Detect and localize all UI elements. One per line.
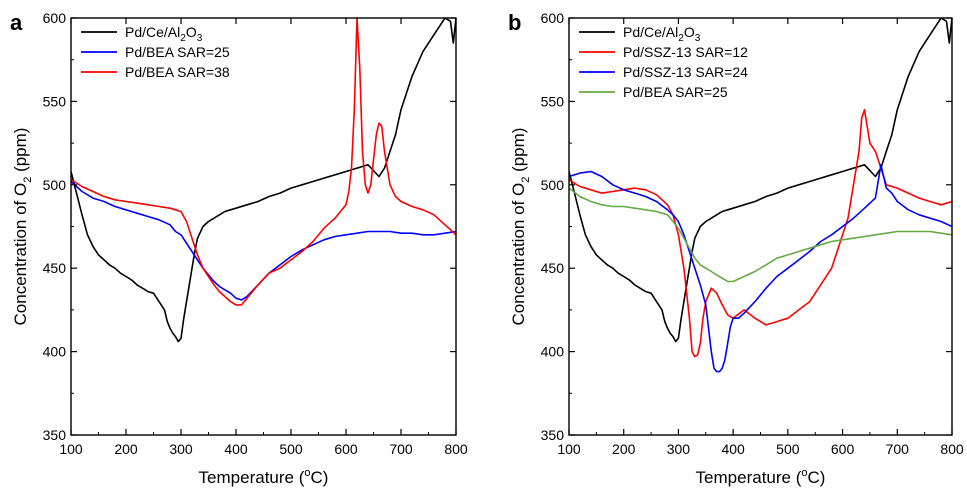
y-axis-label: Concentration of O2 (ppm)	[509, 128, 532, 326]
y-tick-label: 450	[541, 260, 565, 276]
series-line-3	[569, 164, 952, 373]
series-line-2	[569, 108, 952, 358]
x-tick-label: 700	[389, 441, 413, 457]
x-axis-label: Temperature (oC)	[696, 467, 826, 487]
x-tick-label: 600	[831, 441, 855, 457]
y-tick-label: 350	[43, 427, 67, 443]
panel-letter: a	[10, 10, 23, 35]
chart-panel-a: a 100 200 300 400 500 600 700 800 350 400 450 500 550…	[10, 10, 468, 487]
legend-label: Pd/BEA SAR=25	[623, 84, 728, 100]
legend-label: Pd/SSZ-13 SAR=24	[623, 64, 748, 80]
plot-frame	[70, 17, 457, 436]
y-tick-label: 350	[541, 427, 565, 443]
y-tick-label: 550	[43, 93, 67, 109]
x-tick-label: 100	[59, 441, 83, 457]
legend-label: Pd/BEA SAR=38	[125, 64, 230, 80]
x-tick-label: 500	[776, 441, 800, 457]
x-tick-label: 800	[444, 441, 468, 457]
legend-label: Pd/Ce/Al2O3	[623, 24, 701, 44]
x-tick-label: 200	[114, 441, 138, 457]
y-tick-label: 600	[43, 10, 67, 26]
series-line-1	[569, 18, 952, 343]
y-tick-label: 600	[541, 10, 565, 26]
x-tick-label: 600	[334, 441, 358, 457]
y-tick-label: 400	[43, 344, 67, 360]
legend-label: Pd/SSZ-13 SAR=12	[623, 44, 748, 60]
x-tick-label: 700	[886, 441, 910, 457]
x-tick-label: 400	[721, 441, 745, 457]
series-line-1	[71, 18, 456, 343]
panel-letter: b	[508, 10, 521, 35]
y-tick-label: 450	[43, 260, 67, 276]
y-axis-label: Concentration of O2 (ppm)	[11, 128, 34, 326]
chart-panel-b: b 100 200 300 400 500 600 700 800 350 400 450 500 550…	[508, 10, 964, 487]
legend-label: Pd/Ce/Al2O3	[125, 24, 203, 44]
series-line-3	[71, 18, 456, 306]
legend-label: Pd/BEA SAR=25	[125, 44, 230, 60]
x-axis-label: Temperature (oC)	[199, 467, 329, 487]
x-tick-label: 800	[940, 441, 964, 457]
x-tick-label: 100	[557, 441, 581, 457]
y-tick-label: 500	[43, 177, 67, 193]
x-tick-label: 500	[279, 441, 303, 457]
y-tick-label: 400	[541, 344, 565, 360]
series-line-2	[71, 180, 456, 301]
y-tick-label: 550	[541, 93, 565, 109]
x-tick-label: 400	[224, 441, 248, 457]
x-tick-label: 300	[169, 441, 193, 457]
plot-frame	[568, 17, 953, 436]
x-tick-label: 200	[612, 441, 636, 457]
y-tick-label: 500	[541, 177, 565, 193]
x-tick-label: 300	[667, 441, 691, 457]
series-line-4	[569, 187, 952, 283]
